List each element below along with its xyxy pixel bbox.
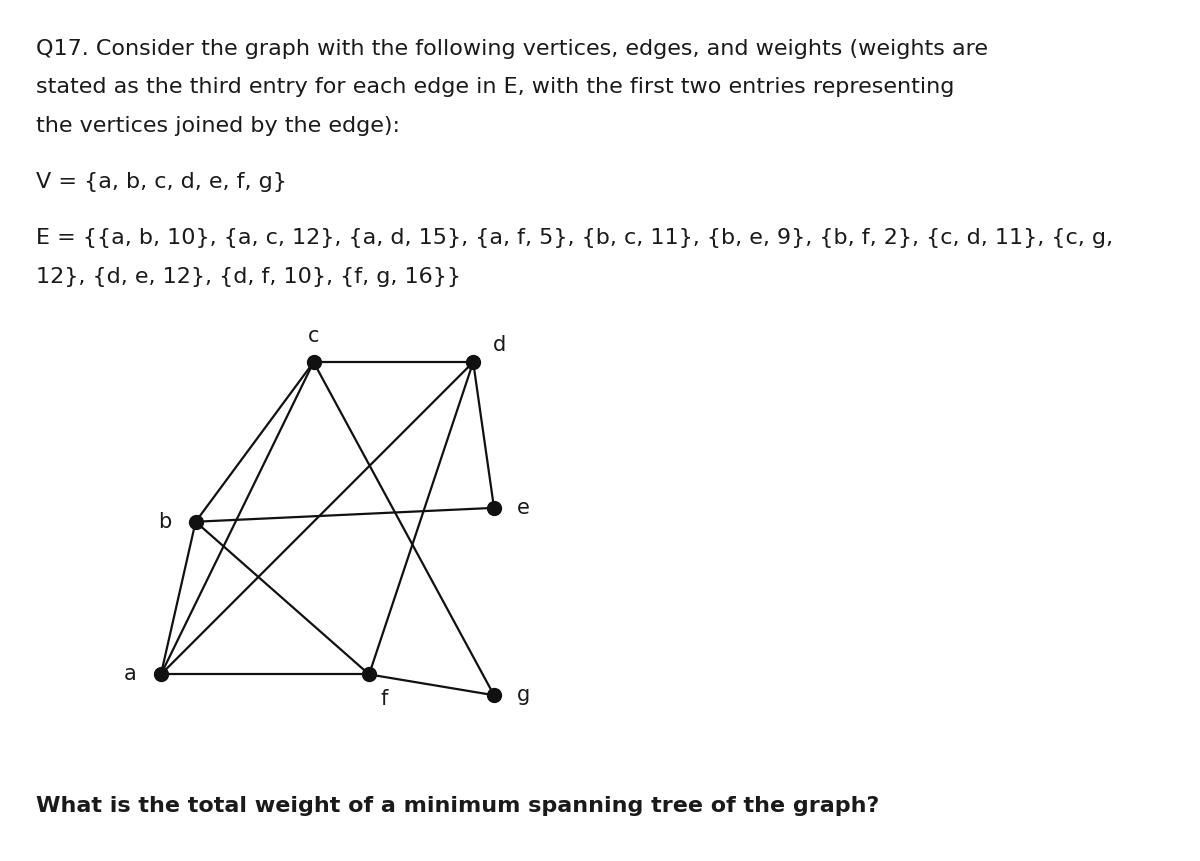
Text: What is the total weight of a minimum spanning tree of the graph?: What is the total weight of a minimum sp… xyxy=(36,796,880,816)
Text: g: g xyxy=(516,685,529,705)
Text: b: b xyxy=(157,511,172,532)
Text: e: e xyxy=(517,498,529,517)
Text: Q17. Consider the graph with the following vertices, edges, and weights (weights: Q17. Consider the graph with the followi… xyxy=(36,39,988,59)
Text: d: d xyxy=(493,335,506,355)
Text: c: c xyxy=(308,325,319,346)
Text: stated as the third entry for each edge in E, with the first two entries represe: stated as the third entry for each edge … xyxy=(36,77,954,97)
Text: f: f xyxy=(380,689,388,709)
Text: 12}, {d, e, 12}, {d, f, 10}, {f, g, 16}}: 12}, {d, e, 12}, {d, f, 10}, {f, g, 16}} xyxy=(36,267,461,287)
Text: a: a xyxy=(124,665,136,684)
Text: E = {{a, b, 10}, {a, c, 12}, {a, d, 15}, {a, f, 5}, {b, c, 11}, {b, e, 9}, {b, f: E = {{a, b, 10}, {a, c, 12}, {a, d, 15},… xyxy=(36,228,1114,248)
Text: V = {a, b, c, d, e, f, g}: V = {a, b, c, d, e, f, g} xyxy=(36,172,287,192)
Text: the vertices joined by the edge):: the vertices joined by the edge): xyxy=(36,116,400,136)
